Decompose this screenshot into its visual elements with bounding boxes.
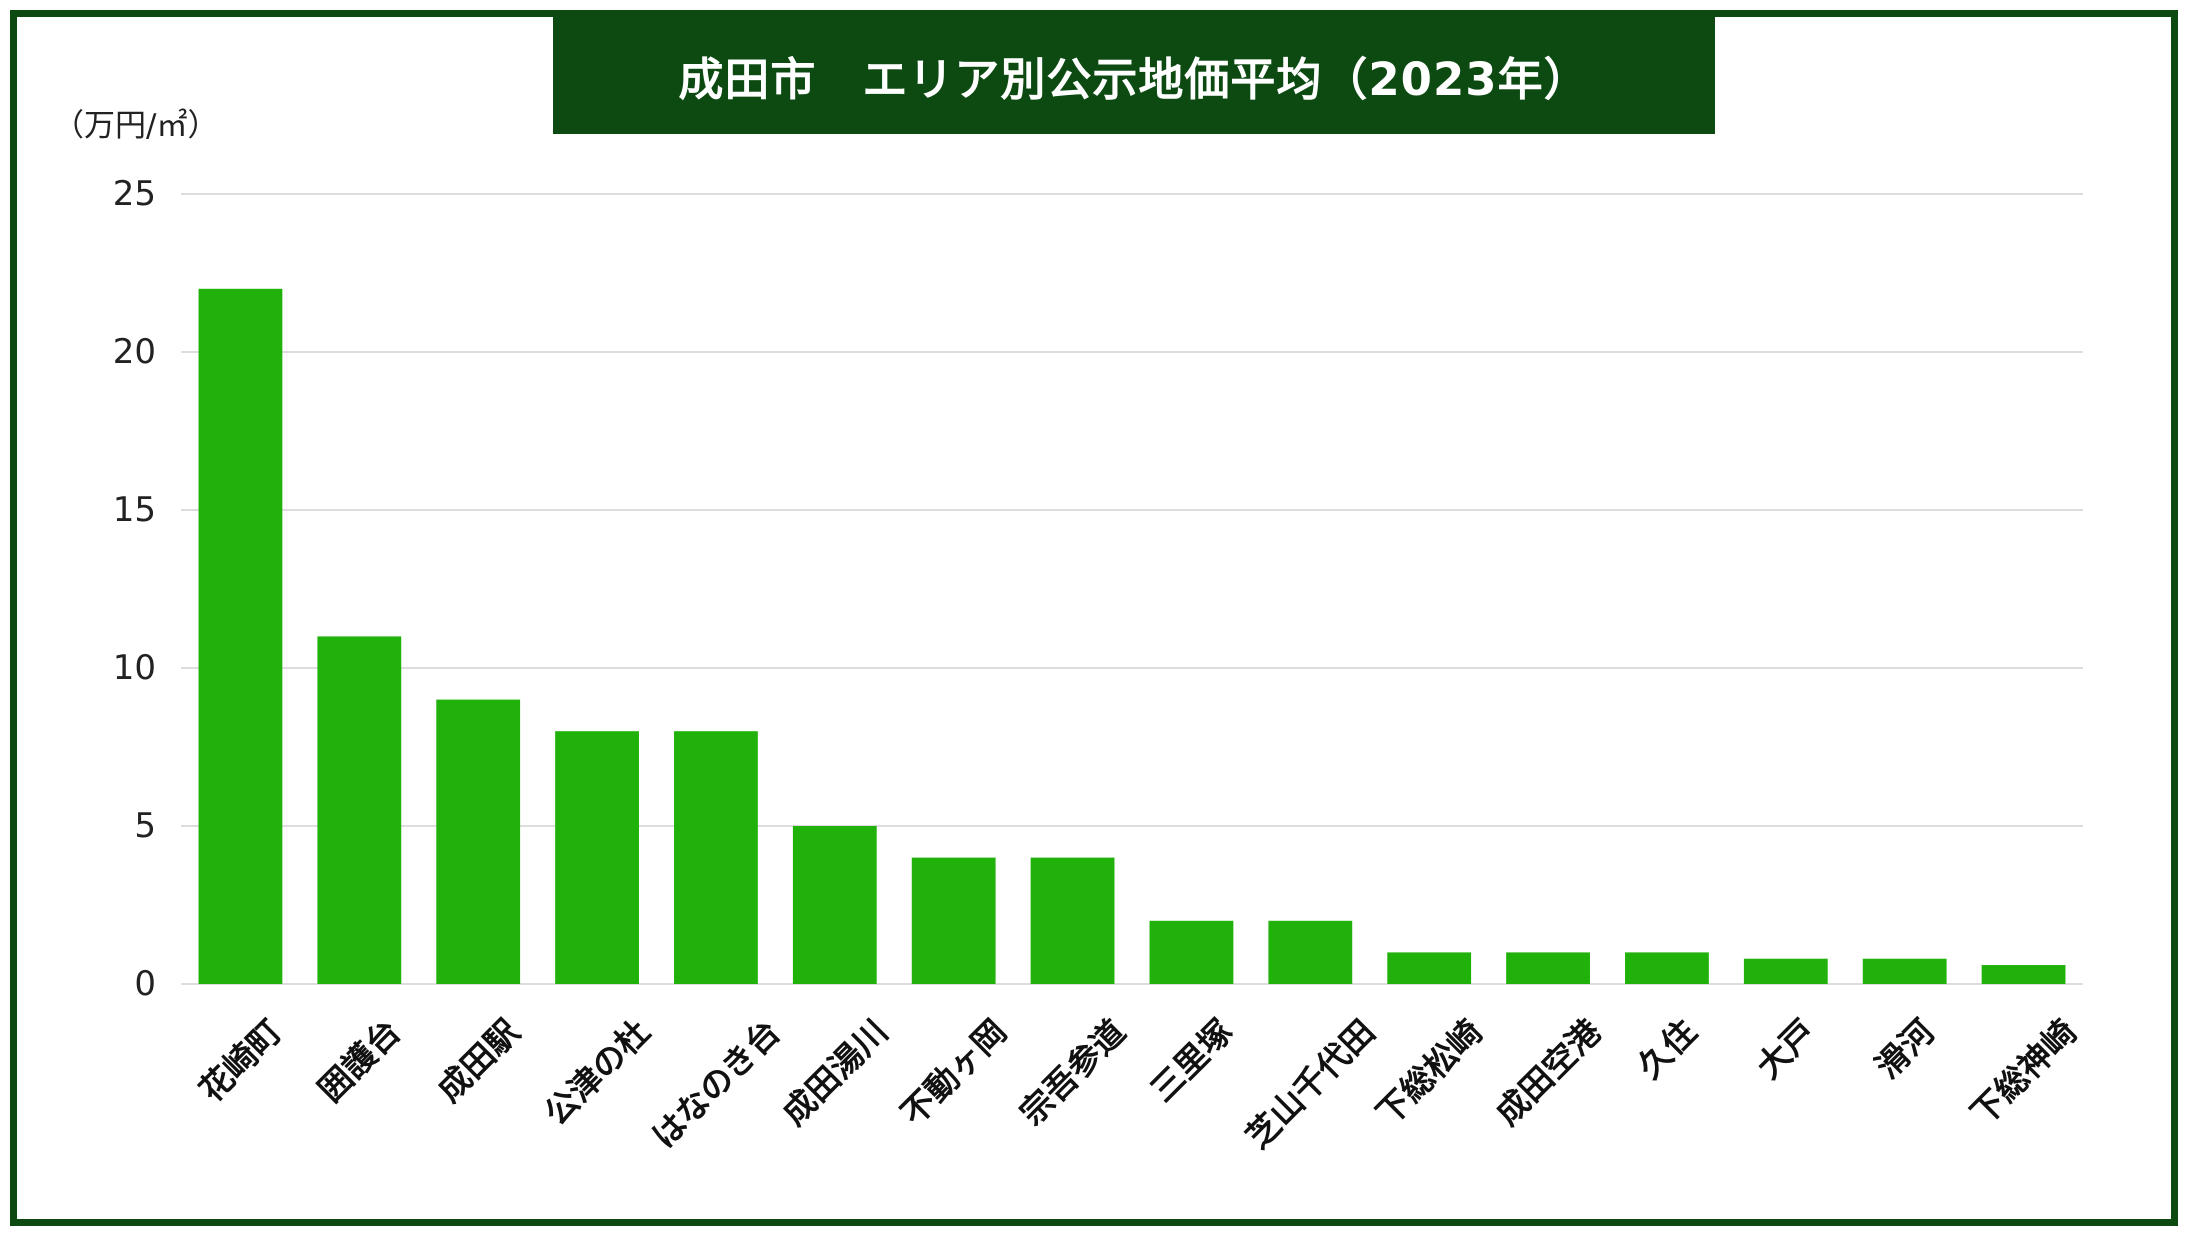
bar-5 (674, 731, 758, 984)
bar-15 (1862, 958, 1947, 984)
y-tick-label: 0 (134, 964, 156, 1004)
bar-16 (1981, 965, 2066, 984)
bar-2 (317, 636, 402, 984)
bar-8 (1030, 857, 1115, 984)
y-tick-label: 20 (113, 332, 156, 372)
y-axis-unit-label: （万円/㎡） (53, 108, 218, 144)
bar-6 (792, 826, 877, 984)
chart-title: 成田市 エリア別公示地価平均（2023年） (678, 53, 1590, 106)
bar-14 (1743, 958, 1828, 984)
bar-7 (911, 857, 996, 984)
bar-3 (436, 699, 521, 984)
bar-1 (198, 288, 283, 984)
y-tick-label: 15 (113, 490, 156, 530)
bar-11 (1387, 952, 1472, 984)
y-axis-ticks: 0 5 10 15 20 25 (113, 174, 156, 1004)
bars (198, 288, 2066, 984)
title-banner: 成田市 エリア別公示地価平均（2023年） (553, 17, 1715, 134)
bar-10 (1268, 920, 1353, 984)
y-tick-label: 5 (134, 806, 156, 846)
bar-9 (1149, 920, 1234, 984)
bar-4 (555, 731, 639, 984)
chart-frame (10, 10, 2178, 1226)
y-tick-label: 10 (113, 648, 156, 688)
y-tick-label: 25 (113, 174, 156, 214)
bar-13 (1625, 952, 1709, 984)
bar-12 (1506, 952, 1590, 984)
